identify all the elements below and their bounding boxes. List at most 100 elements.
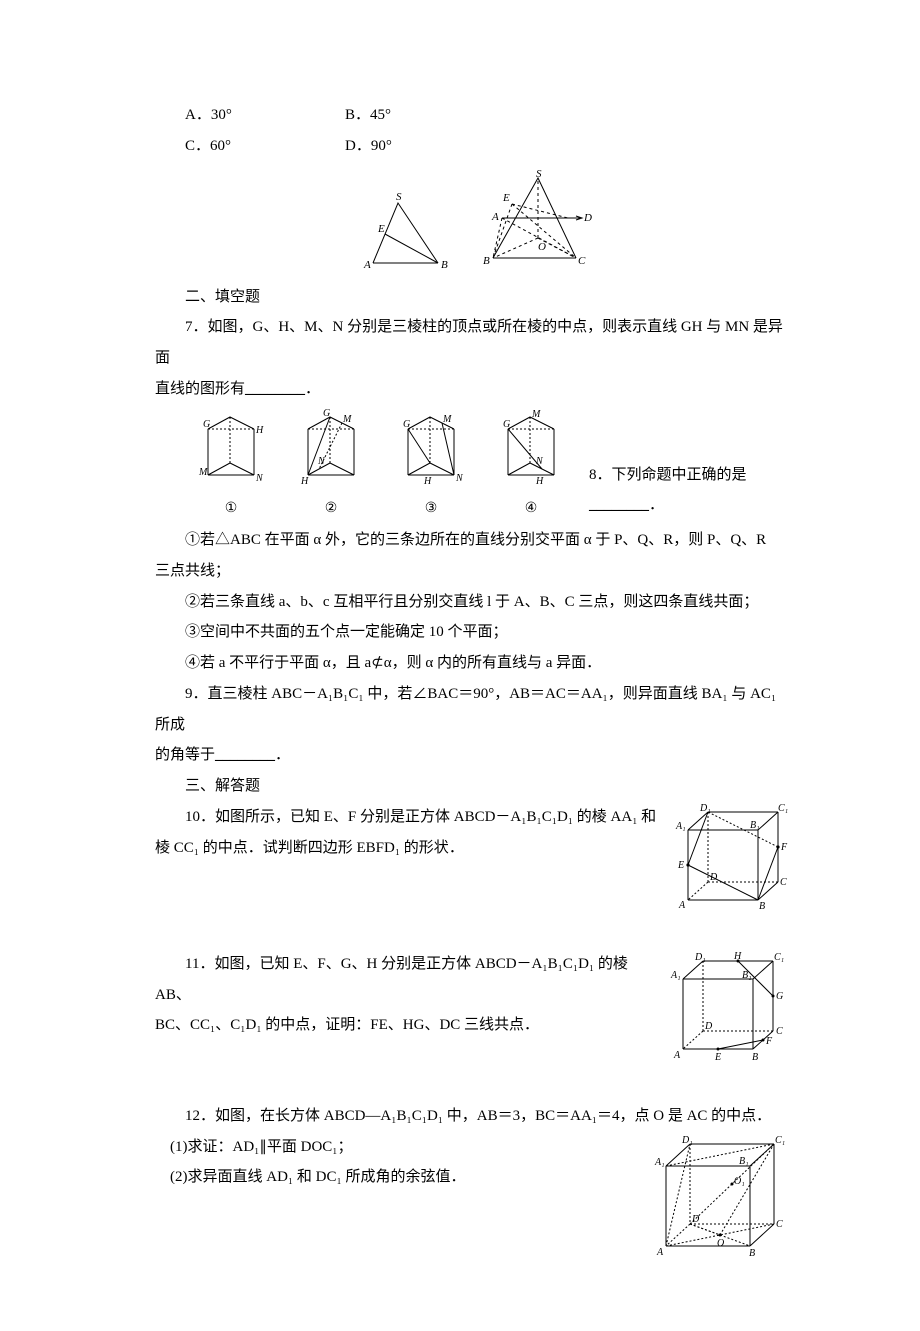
svg-text:B₁: B₁ [739,1156,749,1167]
cuboid-12-icon: D₁C₁ A₁B₁ O₁ DC O AB [650,1132,790,1267]
svg-text:A: A [491,211,499,223]
svg-text:F: F [765,1036,773,1047]
svg-text:B: B [441,259,448,271]
prism-3-icon: G M H N [396,409,466,491]
prism-3: G M H N ③ [391,409,471,524]
svg-text:M: M [531,409,541,420]
svg-text:B₁: B₁ [750,820,760,831]
svg-text:O: O [538,241,546,253]
svg-text:M: M [198,467,208,478]
svg-text:N: N [535,456,544,467]
q8-s1-b: 三点共线； [155,556,790,587]
svg-text:G: G [323,409,330,419]
svg-text:S: S [396,191,402,203]
svg-text:S: S [536,168,542,180]
prism-row: G H M N ① G M N H [155,409,790,524]
svg-text:D: D [704,1021,713,1032]
q8-s3: ③空间中不共面的五个点一定能确定 10 个平面； [155,617,790,648]
svg-text:E: E [714,1052,721,1063]
svg-text:N: N [455,473,464,484]
q8-s2: ②若三条直线 a、b、c 互相平行且分别交直线 l 于 A、B、C 三点，则这四… [155,587,790,618]
svg-text:M: M [342,414,352,425]
svg-text:A₁: A₁ [670,970,681,981]
q8-s4: ④若 a 不平行于平面 α，且 a⊄α，则 α 内的所有直线与 a 异面． [155,648,790,679]
svg-text:B: B [749,1248,755,1259]
svg-text:C: C [776,1026,783,1037]
svg-text:D₁: D₁ [681,1135,693,1146]
svg-text:G: G [403,419,410,430]
q8-inline-wrap: 8．下列命题中正确的是 ________． [581,460,790,524]
svg-text:D₁: D₁ [699,803,711,814]
q9-b: 的角等于 [155,747,215,763]
svg-text:B: B [759,901,765,912]
svg-text:C₁: C₁ [778,803,788,814]
svg-text:G: G [203,419,210,430]
prism-2-icon: G M N H [296,409,366,491]
svg-text:H: H [423,476,432,487]
q12-block: D₁C₁ A₁B₁ O₁ DC O AB (1)求证：AD₁∥平面 DOC₁； … [155,1132,790,1267]
svg-text:A: A [656,1247,664,1258]
tetra-1-icon: S E A B [338,188,458,278]
prism-4-icon: G M N H [496,409,566,491]
q8-blank: ________ [589,497,649,513]
svg-text:A₁: A₁ [654,1157,665,1168]
svg-text:A₁: A₁ [675,821,686,832]
svg-text:D₁: D₁ [694,952,706,963]
cube-11-icon: D₁HC₁ A₁B₁ G DC F AEB [665,949,790,1069]
svg-text:B₁: B₁ [742,970,752,981]
tetra-figures: S E A B S E A D O [155,168,790,278]
q7-line2-pre: 直线的图形有 [155,381,245,397]
prism-1-label: ① [191,495,271,524]
q9-line2: 的角等于________． [155,740,790,771]
q8-inline: 8．下列命题中正确的是 [589,467,747,483]
svg-text:M: M [442,414,452,425]
svg-text:G: G [776,991,783,1002]
option-row-2: C．60° D．90° [155,131,790,162]
svg-text:F: F [780,842,788,853]
svg-text:O: O [717,1238,724,1249]
svg-text:A: A [673,1050,681,1061]
prism-4-label: ④ [491,495,571,524]
prism-4: G M N H ④ [491,409,571,524]
q11-block: D₁HC₁ A₁B₁ G DC F AEB 11．如图，已知 E、F、G、H 分… [155,949,790,1069]
q9-period: ． [275,747,290,763]
svg-text:N: N [255,473,264,484]
svg-text:B: B [483,255,490,267]
option-c: C．60° [155,131,315,162]
ans-title: 三、解答题 [155,771,790,802]
svg-text:C: C [578,255,586,267]
svg-text:H: H [733,951,742,962]
prism-2: G M N H ② [291,409,371,524]
svg-text:D: D [583,212,592,224]
svg-text:H: H [535,476,544,487]
svg-text:A: A [363,259,371,271]
svg-text:O₁: O₁ [734,1176,745,1187]
svg-text:C₁: C₁ [775,1135,785,1146]
q7-line2: 直线的图形有________． [155,374,790,405]
svg-text:H: H [300,476,309,487]
option-b: B．45° [315,100,475,131]
svg-text:C: C [780,877,787,888]
q9-a: 9．直三棱柱 ABC－A₁B₁C₁ 中，若∠BAC＝90°，AB＝AC＝AA₁，… [155,679,790,741]
prism-2-label: ② [291,495,371,524]
fill-title: 二、填空题 [155,282,790,313]
cube-10-icon: D₁ C₁ A₁ B₁ F E D C A B [670,802,790,917]
svg-text:N: N [317,456,326,467]
q10-block: D₁C₁ A₁B₁ FE DC AB 10．如图所示，已知 E、F 分别是正方体… [155,802,790,917]
svg-text:D: D [709,872,718,883]
tetra-2-icon: S E A D O B C [458,168,608,278]
option-a: A．30° [155,100,315,131]
q8-s1-a: ①若△ABC 在平面 α 外，它的三条边所在的直线分别交平面 α 于 P、Q、R… [155,525,790,556]
q7-line1: 7．如图，G、H、M、N 分别是三棱柱的顶点或所在棱的中点，则表示直线 GH 与… [155,312,790,374]
q8-period: ． [649,497,664,513]
q9-blank: ________ [215,747,275,763]
option-d: D．90° [315,131,475,162]
prism-1-icon: G H M N [196,409,266,491]
page: A．30° B．45° C．60° D．90° S E A B [0,0,920,1331]
svg-text:A: A [678,900,686,911]
svg-text:B: B [752,1052,758,1063]
q7-blank: ________ [245,381,305,397]
prism-1: G H M N ① [191,409,271,524]
svg-text:E: E [677,860,684,871]
svg-text:E: E [502,192,510,204]
